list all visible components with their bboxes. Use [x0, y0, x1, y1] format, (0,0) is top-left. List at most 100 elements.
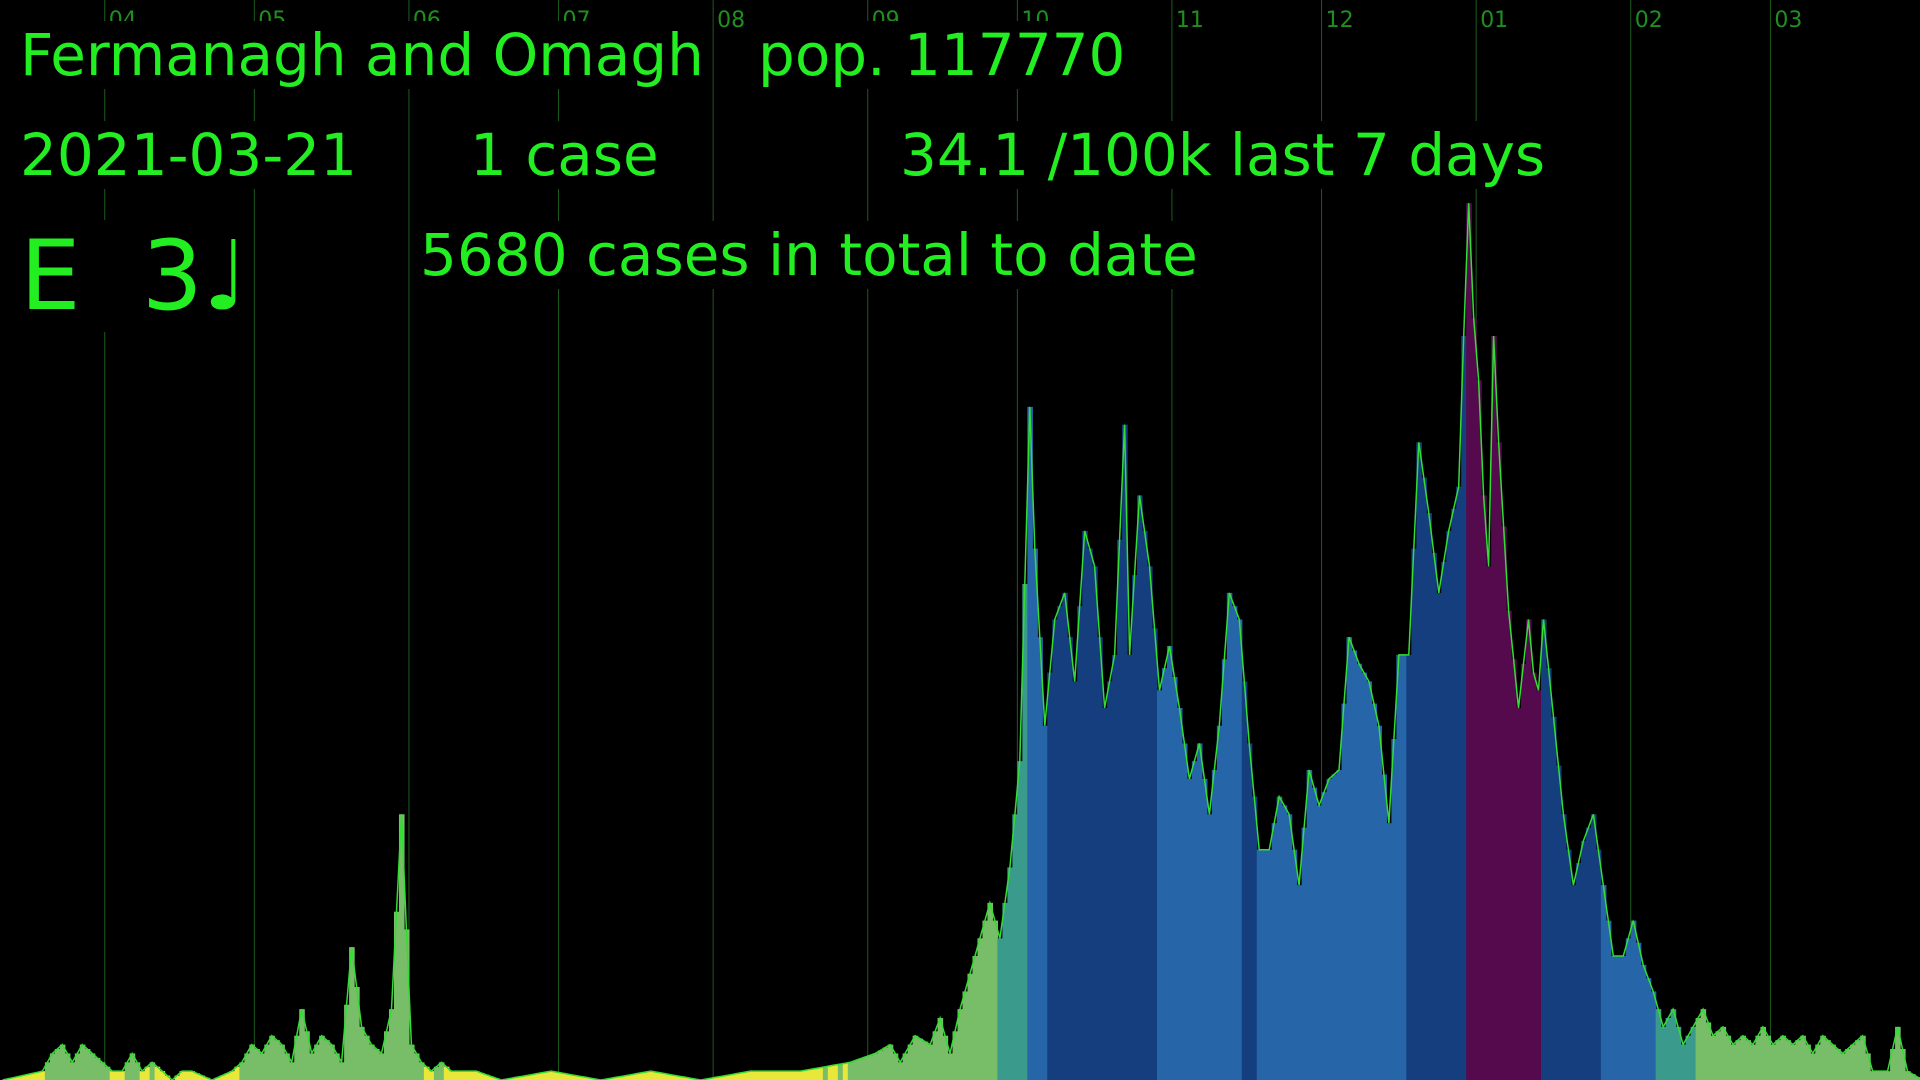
daily-case-bar [1341, 703, 1348, 1080]
daily-case-bar [149, 1062, 156, 1080]
daily-case-bar [1506, 610, 1512, 1080]
daily-case-bar [1256, 849, 1263, 1080]
daily-case-bar [1835, 1049, 1841, 1080]
daily-case-bar [1890, 1049, 1896, 1080]
daily-case-bar [1531, 672, 1537, 1080]
daily-case-bar [1196, 743, 1203, 1080]
daily-case-bar [189, 1071, 196, 1080]
daily-case-bar [164, 1075, 171, 1080]
daily-case-bar [578, 1076, 585, 1080]
daily-case-bar [139, 1071, 146, 1080]
daily-case-bar [214, 1077, 221, 1080]
daily-case-bar [1386, 823, 1392, 1080]
daily-case-bar [1166, 646, 1173, 1080]
daily-case-bar [453, 1071, 460, 1080]
daily-case-bar [1655, 1009, 1662, 1080]
daily-case-bar [977, 938, 984, 1080]
daily-case-bar [244, 1053, 250, 1080]
daily-case-bar [1017, 761, 1023, 1080]
daily-case-bar [134, 1062, 141, 1080]
daily-case-bar [1117, 539, 1123, 1080]
daily-case-bar [1880, 1071, 1886, 1080]
daily-case-bar [827, 1065, 834, 1080]
daily-case-bar [1102, 708, 1108, 1080]
month-tick-label: 01 [1480, 8, 1508, 33]
daily-case-bar [1431, 553, 1437, 1080]
month-tick-label: 11 [1176, 8, 1204, 33]
daily-case-bar [184, 1071, 191, 1080]
daily-case-bar [199, 1075, 206, 1080]
daily-case-bar [324, 1040, 330, 1080]
daily-case-bar [1725, 1035, 1732, 1080]
daily-case-bar [1112, 654, 1118, 1080]
daily-case-bar [1087, 548, 1093, 1080]
daily-case-bar [249, 1044, 255, 1080]
daily-case-bar [418, 1062, 425, 1080]
daily-case-bar [1635, 942, 1642, 1080]
daily-case-bar [1865, 1053, 1871, 1080]
daily-case-bar [643, 1072, 649, 1080]
musical-note-text: E 3♩ [18, 220, 251, 332]
daily-case-bar [1346, 637, 1353, 1080]
daily-case-bar [1595, 849, 1602, 1080]
current-date-text: 2021-03-21 [18, 121, 360, 189]
daily-case-bar [1720, 1026, 1727, 1080]
daily-case-bar [1406, 654, 1412, 1080]
daily-case-bar [413, 1053, 420, 1080]
daily-case-bar [1002, 902, 1008, 1080]
daily-case-bar [468, 1071, 475, 1080]
daily-case-bar [723, 1075, 729, 1080]
daily-case-bar [388, 1009, 395, 1080]
daily-case-bar [1022, 584, 1028, 1080]
daily-case-bar [1391, 739, 1397, 1080]
daily-case-bar [1107, 681, 1113, 1080]
daily-case-bar [1246, 743, 1253, 1080]
daily-case-bar [1645, 978, 1652, 1080]
daily-case-bar [1526, 619, 1532, 1080]
daily-case-bar [379, 1053, 385, 1080]
daily-case-bar [1860, 1035, 1866, 1080]
daily-case-bar [1306, 770, 1313, 1080]
daily-case-bar [1695, 1018, 1702, 1080]
daily-case-bar [1730, 1044, 1737, 1080]
daily-case-bar [1840, 1053, 1846, 1080]
daily-case-bar [1191, 761, 1198, 1080]
daily-case-bar [1575, 863, 1582, 1080]
daily-case-bar [384, 1031, 390, 1080]
daily-case-bar [1032, 548, 1038, 1080]
daily-case-bar [947, 1053, 954, 1080]
daily-case-bar [1156, 690, 1163, 1080]
daily-case-bar [1600, 885, 1607, 1080]
daily-case-bar [289, 1062, 295, 1080]
daily-case-bar [548, 1071, 555, 1080]
daily-case-bar [84, 1049, 91, 1080]
daily-case-bar [1176, 708, 1183, 1080]
seven-day-rate: 34.1 /100k last 7 days [898, 121, 1548, 189]
daily-case-bar [1825, 1040, 1831, 1080]
daily-case-bar [1261, 849, 1268, 1080]
daily-case-bar [1226, 592, 1233, 1080]
daily-case-bar [1476, 380, 1482, 1080]
daily-case-bar [623, 1075, 629, 1080]
daily-case-bar [1790, 1044, 1796, 1080]
daily-case-bar [658, 1072, 664, 1080]
daily-case-bar [897, 1062, 904, 1080]
daily-case-bar [568, 1074, 575, 1080]
population: pop. 117770 [756, 21, 1128, 89]
daily-case-bar [329, 1044, 335, 1080]
daily-case-bar [1301, 827, 1308, 1080]
daily-case-bar [932, 1031, 939, 1080]
daily-case-bar [1266, 849, 1273, 1080]
daily-case-bar [583, 1077, 590, 1080]
daily-case-bar [1461, 336, 1467, 1080]
daily-case-bar [488, 1076, 495, 1080]
daily-case-bar [1755, 1035, 1762, 1080]
daily-case-bar [1396, 654, 1402, 1080]
daily-case-bar [558, 1072, 565, 1080]
daily-case-bar [743, 1072, 749, 1080]
daily-case-bar [1356, 663, 1363, 1080]
daily-case-bar [19, 1075, 26, 1080]
daily-case-bar [1037, 637, 1043, 1080]
daily-case-bar [1685, 1035, 1692, 1080]
daily-case-bar [1810, 1053, 1816, 1080]
